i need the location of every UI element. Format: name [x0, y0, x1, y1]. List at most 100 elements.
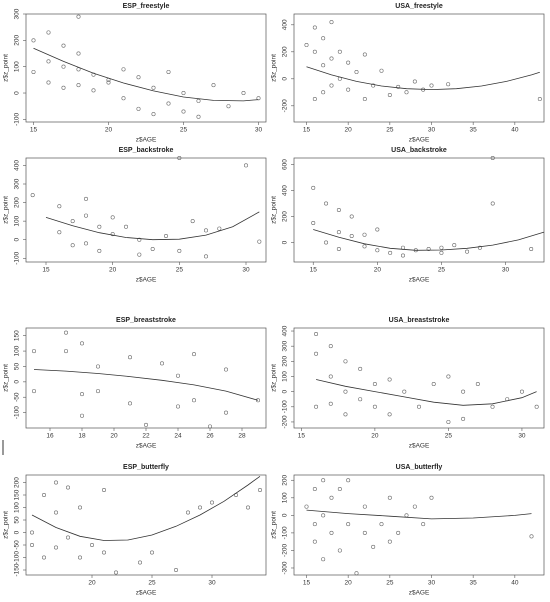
x-axis-label: z$AGE — [409, 137, 430, 144]
data-point — [90, 542, 95, 547]
data-point — [128, 355, 133, 360]
data-point — [461, 416, 466, 421]
y-tick-label: -100 — [14, 251, 21, 264]
y-tick-label: 100 — [282, 371, 289, 382]
y-tick-label: 100 — [282, 492, 289, 503]
data-point — [177, 156, 182, 161]
x-axis-label: z$AGE — [409, 277, 430, 284]
data-point — [192, 398, 197, 403]
x-tick-label: 25 — [180, 127, 188, 134]
y-tick-label: 0 — [14, 380, 21, 384]
y-tick-label: 300 — [14, 178, 21, 189]
data-point — [349, 214, 354, 219]
data-point — [70, 243, 75, 248]
x-tick-label: 35 — [470, 580, 478, 587]
data-point — [371, 544, 376, 549]
data-point — [490, 156, 495, 161]
y-tick-label: 0 — [14, 91, 21, 95]
data-point — [196, 114, 201, 119]
y-tick-label: -50 — [14, 392, 21, 402]
data-point — [114, 570, 119, 575]
data-point — [387, 539, 392, 544]
x-tick-label: 24 — [174, 433, 182, 440]
y-tick-label: -100 — [14, 551, 21, 564]
data-point — [96, 364, 101, 369]
x-axis-label: z$AGE — [136, 137, 157, 144]
data-point — [204, 254, 209, 259]
data-point — [465, 249, 470, 254]
data-point — [477, 245, 482, 250]
y-tick-label: 600 — [282, 159, 289, 170]
data-point — [80, 392, 85, 397]
x-tick-label: 40 — [511, 580, 519, 587]
data-point — [61, 64, 66, 69]
y-axis-label: z$z_point — [271, 364, 278, 392]
y-axis-label: z$z_point — [271, 511, 278, 539]
data-point — [257, 239, 262, 244]
data-point — [388, 250, 393, 255]
data-point — [312, 539, 317, 544]
x-tick-label: 18 — [78, 433, 86, 440]
fit-curve — [306, 66, 540, 91]
y-tick-label: 400 — [282, 19, 289, 30]
data-point — [328, 344, 333, 349]
data-point — [244, 163, 249, 168]
y-tick-label: 50 — [14, 362, 21, 370]
y-tick-label: 400 — [282, 185, 289, 196]
data-point — [31, 389, 36, 394]
data-point — [151, 85, 156, 90]
data-point — [412, 504, 417, 509]
data-point — [329, 56, 334, 61]
data-point — [312, 522, 317, 527]
x-tick-label: 30 — [242, 267, 250, 274]
panel-title: ESP_freestyle — [123, 3, 170, 10]
data-point — [53, 480, 58, 485]
data-point — [174, 567, 179, 572]
data-point — [41, 555, 46, 560]
data-point — [106, 80, 111, 85]
data-point — [387, 412, 392, 417]
fit-curve — [313, 229, 545, 251]
data-point — [379, 68, 384, 73]
data-point — [312, 487, 317, 492]
x-tick-label: 25 — [445, 433, 453, 440]
data-point — [343, 359, 348, 364]
data-point — [66, 535, 71, 540]
data-point — [404, 90, 409, 95]
plot-frame — [293, 474, 545, 576]
y-tick-label: 100 — [14, 502, 21, 513]
y-axis-label: z$z_point — [3, 196, 10, 224]
data-point — [324, 240, 329, 245]
data-point — [311, 221, 316, 226]
data-point — [136, 75, 141, 80]
data-point — [211, 83, 216, 88]
data-point — [84, 196, 89, 201]
y-tick-label: 100 — [14, 345, 21, 356]
y-tick-label: 150 — [14, 330, 21, 341]
data-point — [336, 230, 341, 235]
x-tick-label: 15 — [310, 267, 318, 274]
data-point — [46, 59, 51, 64]
data-point — [314, 404, 319, 409]
data-point — [321, 557, 326, 562]
data-point — [176, 373, 181, 378]
y-tick-label: -300 — [282, 561, 289, 574]
y-tick-label: 200 — [14, 197, 21, 208]
data-point — [57, 230, 62, 235]
data-point — [160, 361, 165, 366]
y-axis-label: z$z_point — [271, 54, 278, 82]
y-tick-label: 50 — [14, 516, 21, 524]
fit-curve — [31, 475, 261, 541]
y-tick-label: 0 — [282, 513, 289, 517]
data-point — [198, 505, 203, 510]
data-point — [337, 487, 342, 492]
data-point — [371, 83, 376, 88]
y-tick-label: 200 — [282, 46, 289, 57]
data-point — [362, 97, 367, 102]
data-point — [102, 550, 107, 555]
x-tick-label: 20 — [345, 127, 353, 134]
data-point — [78, 555, 83, 560]
data-point — [416, 404, 421, 409]
data-point — [346, 87, 351, 92]
data-point — [421, 522, 426, 527]
